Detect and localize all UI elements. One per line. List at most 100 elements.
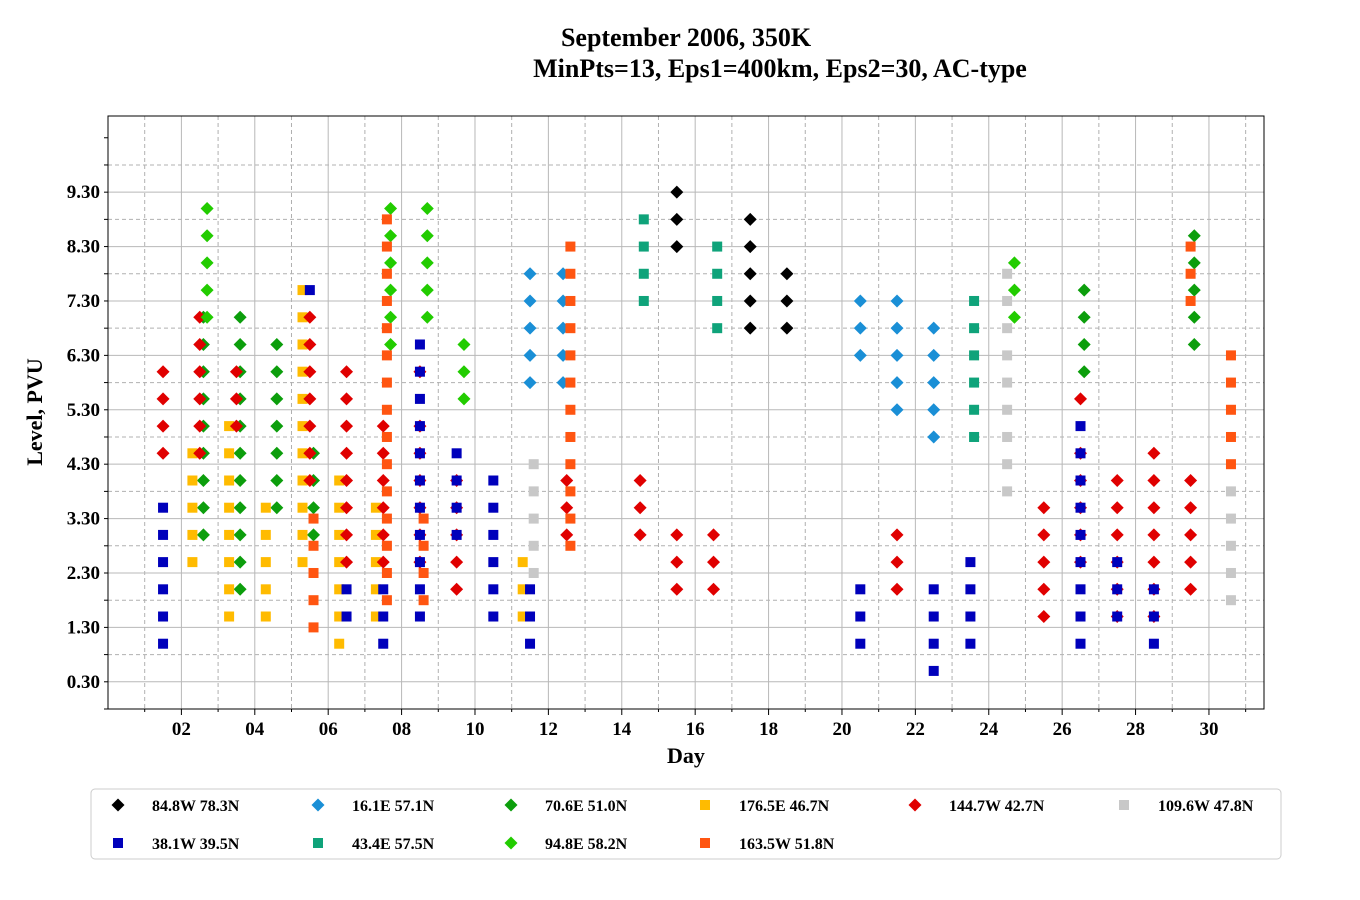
data-point [1002, 295, 1013, 306]
data-point [1225, 513, 1236, 524]
data-point [308, 513, 319, 524]
x-tick-label: 12 [539, 719, 558, 740]
data-point [890, 321, 904, 335]
data-point [233, 555, 247, 569]
data-point [156, 392, 170, 406]
data-point [156, 446, 170, 460]
data-point [381, 404, 392, 415]
data-point [370, 584, 381, 595]
data-point [890, 582, 904, 596]
data-point [928, 638, 939, 649]
data-point [297, 285, 308, 296]
data-point [560, 501, 574, 515]
x-tick-label: 10 [465, 719, 484, 740]
data-point [1112, 557, 1123, 568]
data-point [378, 638, 389, 649]
data-point [341, 611, 352, 622]
data-point [384, 337, 398, 351]
data-point [304, 285, 315, 296]
data-point [523, 294, 537, 308]
data-point [633, 528, 647, 542]
data-point [1075, 529, 1086, 540]
data-point [414, 339, 425, 350]
data-point [1225, 350, 1236, 361]
data-point [158, 557, 169, 568]
data-point [270, 365, 284, 379]
data-point [260, 611, 271, 622]
data-point [670, 528, 684, 542]
legend-marker [113, 838, 123, 848]
data-point [270, 392, 284, 406]
series-4 [187, 285, 528, 649]
data-point [418, 567, 429, 578]
data-point [525, 611, 536, 622]
data-point [376, 555, 390, 569]
data-point [378, 611, 389, 622]
data-point [303, 474, 317, 488]
data-point [200, 229, 214, 243]
data-point [233, 310, 247, 324]
data-point [707, 528, 721, 542]
data-point [712, 295, 723, 306]
data-point [340, 474, 354, 488]
data-point [890, 348, 904, 362]
data-point [855, 638, 866, 649]
data-point [853, 294, 867, 308]
data-point [376, 501, 390, 515]
data-point [1187, 256, 1201, 270]
data-point [965, 584, 976, 595]
data-point [670, 212, 684, 226]
data-point [928, 665, 939, 676]
data-point [1184, 474, 1198, 488]
data-point [743, 321, 757, 335]
data-point [965, 611, 976, 622]
legend-marker [1119, 800, 1129, 810]
data-point [451, 502, 462, 513]
data-point [156, 365, 170, 379]
data-point [1185, 295, 1196, 306]
data-point [780, 321, 794, 335]
data-point [1110, 474, 1124, 488]
legend-label: 38.1W 39.5N [152, 836, 240, 853]
data-point [381, 459, 392, 470]
data-point [969, 323, 980, 334]
data-point [378, 584, 389, 595]
data-point [927, 348, 941, 362]
data-point [965, 557, 976, 568]
chart-title: September 2006, 350K [561, 23, 812, 52]
x-tick-label: 04 [245, 719, 265, 740]
data-point [370, 557, 381, 568]
data-point [1002, 431, 1013, 442]
data-point [927, 321, 941, 335]
data-point [381, 377, 392, 388]
data-point [224, 421, 235, 432]
data-point [488, 557, 499, 568]
data-point [1225, 459, 1236, 470]
data-point [451, 448, 462, 459]
data-point [1148, 638, 1159, 649]
data-point [420, 201, 434, 215]
data-point [1225, 377, 1236, 388]
data-point [853, 348, 867, 362]
legend-label: 84.8W 78.3N [152, 798, 240, 815]
data-point [158, 584, 169, 595]
data-point [384, 283, 398, 297]
data-point [233, 582, 247, 596]
data-point [1225, 431, 1236, 442]
data-point [370, 611, 381, 622]
data-point [1075, 557, 1086, 568]
data-point [1187, 310, 1201, 324]
data-point [488, 475, 499, 486]
data-point [196, 474, 210, 488]
plot-frame [107, 115, 1265, 710]
data-point [1147, 446, 1161, 460]
data-point [969, 295, 980, 306]
data-point [523, 376, 537, 390]
x-tick-label: 24 [979, 719, 999, 740]
legend-marker [311, 798, 325, 812]
data-point [670, 555, 684, 569]
data-point [1075, 475, 1086, 486]
data-point [420, 310, 434, 324]
series-7 [158, 285, 1159, 676]
data-point [334, 638, 345, 649]
